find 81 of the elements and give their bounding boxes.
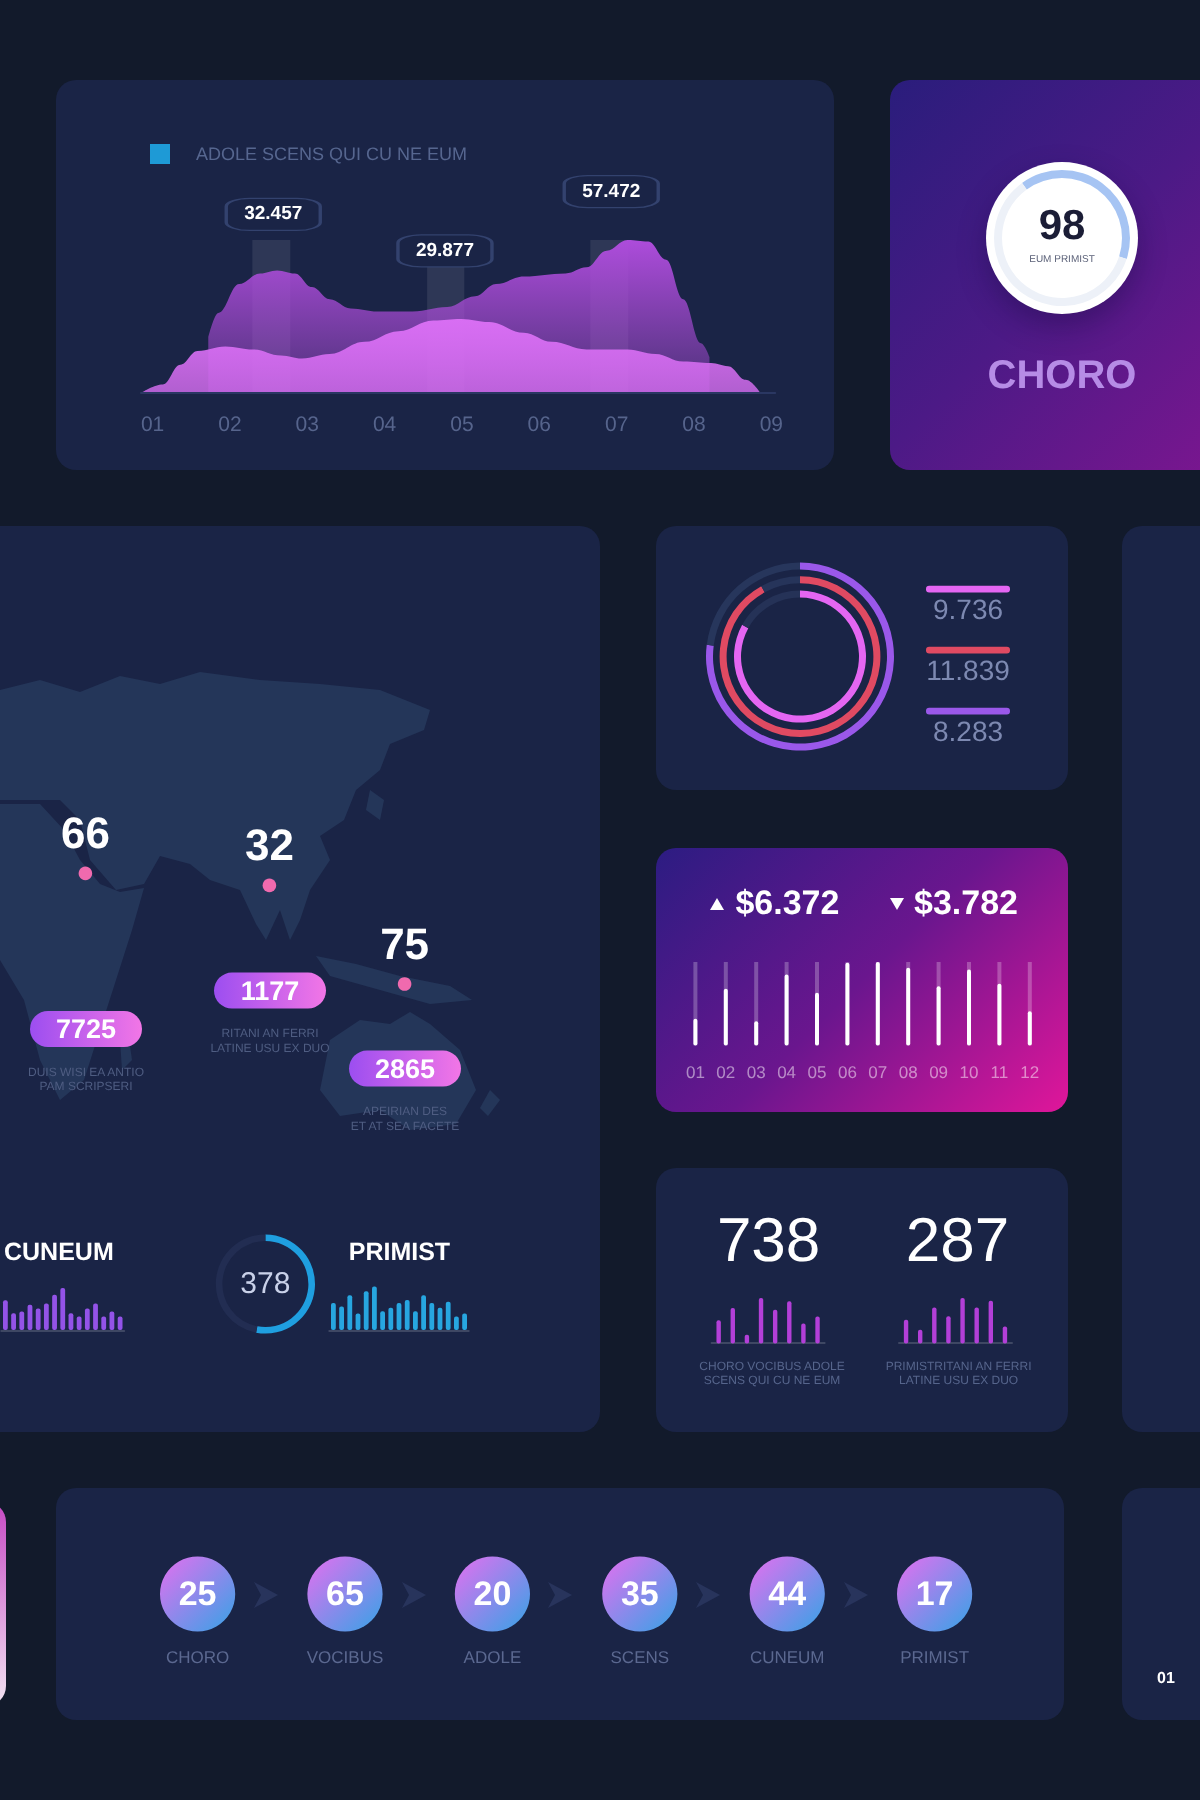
x-tick-label: 01 bbox=[685, 1062, 706, 1083]
x-tick-label: 02 bbox=[716, 1062, 736, 1083]
bar bbox=[372, 1286, 377, 1330]
bar bbox=[43, 1303, 49, 1330]
bar bbox=[3, 1300, 8, 1330]
bar bbox=[875, 962, 880, 1046]
bar bbox=[60, 1288, 66, 1330]
chart-title: ADOLE SCENS QUI CU NE EUM bbox=[196, 144, 468, 164]
data-label: 44 bbox=[768, 1575, 808, 1613]
x-tick-label: 04 bbox=[372, 413, 397, 437]
x-tick-label: 08 bbox=[682, 413, 706, 437]
bar bbox=[932, 1307, 937, 1344]
bar bbox=[429, 1303, 435, 1330]
x-tick-label: 06 bbox=[837, 1062, 858, 1083]
bar bbox=[946, 1316, 951, 1344]
data-label: 35 bbox=[620, 1575, 659, 1613]
bar bbox=[960, 1298, 965, 1344]
legend-label: 8.283 bbox=[932, 715, 1004, 747]
legend-label: 9.736 bbox=[932, 593, 1004, 625]
bar bbox=[363, 1291, 369, 1330]
data-label: 20 bbox=[473, 1575, 512, 1613]
x-tick-label: 09 bbox=[929, 1062, 949, 1083]
category-label: CHORO bbox=[165, 1647, 231, 1667]
bar bbox=[988, 1300, 994, 1344]
x-tick-label: 05 bbox=[450, 413, 474, 437]
legend-label: 11.839 bbox=[926, 654, 1011, 686]
x-tick-label: 08 bbox=[898, 1062, 919, 1083]
bar bbox=[404, 1300, 410, 1330]
category-label: CUNEUM bbox=[749, 1647, 825, 1667]
x-tick-label: 07 bbox=[868, 1062, 888, 1083]
chart-title: PRIMIST bbox=[348, 1238, 451, 1266]
annotation: 29.877 bbox=[415, 239, 475, 262]
text: CHORO bbox=[987, 354, 1137, 398]
text: 01 bbox=[1157, 1669, 1176, 1687]
data-label: 1177 bbox=[240, 975, 300, 1006]
bar bbox=[758, 1298, 764, 1344]
category-label: PRIMIST bbox=[900, 1647, 970, 1667]
data-label: 32 bbox=[244, 820, 294, 871]
x-tick-label: 01 bbox=[140, 413, 165, 437]
text: $3.782 bbox=[914, 884, 1018, 923]
bar bbox=[974, 1307, 979, 1344]
category-label: SCENS bbox=[610, 1647, 670, 1667]
annotation: 32.457 bbox=[244, 203, 303, 226]
data-label: 2865 bbox=[374, 1053, 436, 1084]
bar bbox=[730, 1307, 735, 1344]
x-tick-label: 11 bbox=[990, 1062, 1009, 1083]
data-label: 75 bbox=[380, 919, 430, 969]
chart-title: 738 bbox=[716, 1205, 821, 1275]
bar bbox=[93, 1303, 98, 1330]
chart-title: CUNEUM bbox=[4, 1238, 114, 1266]
bar bbox=[445, 1301, 451, 1330]
category-label: ADOLE bbox=[463, 1647, 522, 1667]
data-label: 25 bbox=[178, 1575, 217, 1613]
chart-title: 287 bbox=[905, 1205, 1010, 1275]
bar bbox=[787, 1301, 792, 1344]
data-label: 65 bbox=[326, 1575, 364, 1613]
x-tick-label: 02 bbox=[218, 413, 242, 437]
x-tick-label: 06 bbox=[527, 413, 552, 437]
bar bbox=[421, 1295, 426, 1330]
x-tick-label: 10 bbox=[959, 1062, 979, 1083]
bar bbox=[347, 1295, 353, 1330]
x-tick-label: 09 bbox=[759, 413, 784, 437]
bar bbox=[845, 962, 850, 1046]
bar bbox=[772, 1309, 778, 1344]
data-label: 66 bbox=[60, 808, 110, 859]
text: 98 bbox=[1038, 203, 1086, 249]
data-label: 7725 bbox=[55, 1014, 117, 1044]
x-tick-label: 03 bbox=[746, 1062, 767, 1083]
bar bbox=[815, 1316, 820, 1344]
annotation: 57.472 bbox=[582, 180, 641, 203]
bar bbox=[52, 1294, 57, 1330]
x-tick-label: 12 bbox=[1020, 1062, 1040, 1083]
text: $6.372 bbox=[735, 884, 840, 923]
x-tick-label: 05 bbox=[807, 1062, 827, 1083]
data-label: 17 bbox=[915, 1575, 954, 1613]
text: 378 bbox=[240, 1267, 291, 1301]
x-tick-label: 03 bbox=[295, 413, 320, 437]
x-tick-label: 04 bbox=[777, 1062, 797, 1083]
category-label: VOCIBUS bbox=[306, 1647, 384, 1667]
x-tick-label: 07 bbox=[604, 413, 629, 437]
bar bbox=[331, 1303, 336, 1330]
